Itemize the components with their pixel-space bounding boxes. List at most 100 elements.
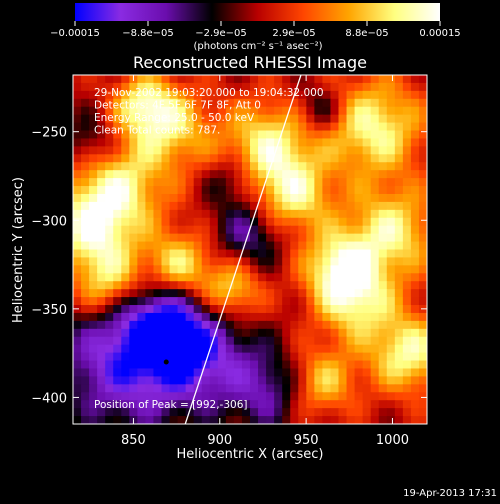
heatmap-cell [233,305,243,314]
heatmap-cell [73,320,82,330]
heatmap-cell [298,233,307,243]
heatmap-cell [113,392,122,401]
heatmap-cell [121,178,130,187]
heatmap-cell [370,384,380,393]
heatmap-cell [402,209,412,219]
heatmap-cell [193,360,203,370]
heatmap-cell [282,305,291,314]
heatmap-cell [354,328,364,338]
heatmap-cell [129,400,138,409]
heatmap-cell [338,114,348,124]
heatmap-cell [177,154,187,163]
heatmap-cell [362,130,372,140]
heatmap-cell [121,416,130,424]
heatmap-cell [282,368,291,378]
heatmap-cell [121,265,130,274]
heatmap-cell [153,360,163,370]
heatmap-cell [169,297,179,306]
heatmap-cell [354,416,364,424]
heatmap-cell [161,193,171,203]
heatmap-cell [225,82,235,92]
heatmap-cell [137,400,147,409]
heatmap-cell [418,106,427,116]
heatmap-cell [250,178,259,187]
heatmap-cell [241,249,251,259]
heatmap-cell [169,130,179,140]
heatmap-cell [338,257,348,266]
heatmap-cell [402,352,412,362]
heatmap-cell [161,90,171,100]
heatmap-cell [121,90,130,100]
heatmap-cell [402,368,412,378]
heatmap-cell [129,138,138,147]
heatmap-cell [161,257,171,266]
heatmap-cell [169,257,179,266]
heatmap-cell [362,312,372,322]
heatmap-cell [258,146,267,155]
heatmap-cell [402,392,412,401]
heatmap-cell [274,170,283,179]
heatmap-cell [113,289,122,298]
heatmap-cell [105,146,114,155]
heatmap-cell [354,336,364,346]
heatmap-cell [81,344,90,354]
heatmap-cell [129,249,138,259]
heatmap-cell [121,305,130,314]
heatmap-cell [177,257,187,266]
heatmap-cell [338,75,348,84]
heatmap-cell [209,297,219,306]
heatmap-cell [113,360,122,370]
heatmap-cell [266,416,275,424]
heatmap-cell [322,257,332,266]
heatmap-cell [113,281,122,290]
heatmap-cell [354,257,364,266]
heatmap-cell [378,320,388,330]
heatmap-cell [233,289,243,298]
heatmap-cell [89,265,98,274]
heatmap-cell [266,233,275,243]
heatmap-cell [338,193,348,203]
heatmap-cell [330,352,340,362]
heatmap-cell [129,297,138,306]
heatmap-cell [185,289,195,298]
heatmap-cell [113,257,122,266]
heatmap-cell [161,75,171,84]
heatmap-cell [129,344,138,354]
heatmap-cell [266,344,275,354]
heatmap-cell [177,241,187,251]
heatmap-cell [193,336,203,346]
heatmap-cell [298,376,307,385]
heatmap-cell [81,130,90,140]
heatmap-cell [129,154,138,163]
heatmap-cell [145,82,155,92]
heatmap-cell [161,297,171,306]
heatmap-cell [81,392,90,401]
heatmap-cell [250,122,259,132]
heatmap-cell [137,233,147,243]
heatmap-cell [97,408,106,417]
heatmap-cell [410,225,420,235]
heatmap-cell [217,305,227,314]
heatmap-cell [217,217,227,227]
heatmap-cell [402,305,412,314]
heatmap-cell [145,170,155,179]
heatmap-cell [314,106,324,116]
heatmap-cell [97,368,106,378]
heatmap-cell [217,98,227,108]
heatmap-cell [306,154,315,163]
heatmap-cell [362,336,372,346]
heatmap-cell [378,384,388,393]
heatmap-cell [346,281,356,290]
heatmap-cell [81,209,90,219]
heatmap-cell [266,368,275,378]
heatmap-cell [258,138,267,147]
heatmap-cell [410,352,420,362]
heatmap-cell [410,328,420,338]
heatmap-cell [322,186,332,195]
heatmap-cell [233,360,243,370]
heatmap-cell [209,217,219,227]
heatmap-cell [89,130,98,140]
heatmap-cell [282,320,291,330]
heatmap-cell [145,138,155,147]
heatmap-cell [225,114,235,124]
